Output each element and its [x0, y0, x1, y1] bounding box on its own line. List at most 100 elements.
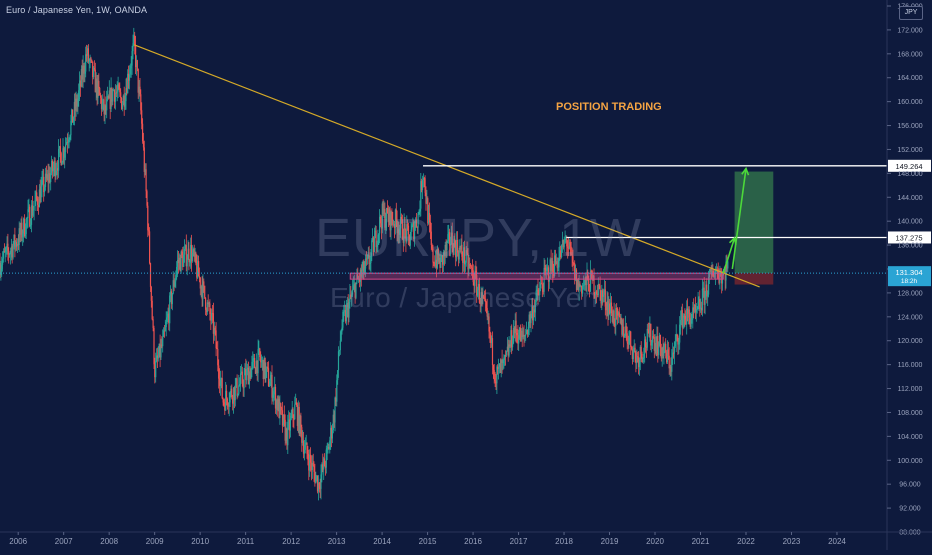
- candle-body: [274, 387, 276, 392]
- candle-body: [496, 366, 498, 384]
- candle-body: [120, 92, 122, 98]
- candle-body: [535, 290, 537, 302]
- candle-body: [515, 320, 517, 333]
- candle-body: [355, 282, 357, 298]
- candle-body: [621, 318, 623, 335]
- candle-body: [463, 247, 465, 263]
- candle-body: [700, 307, 702, 310]
- candle-body: [142, 123, 144, 142]
- candle-body: [273, 391, 275, 395]
- candle-body: [31, 205, 33, 216]
- candle-body: [615, 308, 617, 326]
- candle-body: [648, 330, 650, 337]
- candle-body: [5, 247, 7, 252]
- candle-body: [606, 301, 608, 311]
- candle-body: [481, 292, 483, 298]
- candle-body: [474, 270, 476, 286]
- candle-body: [281, 410, 284, 426]
- candle-body: [534, 301, 536, 313]
- candle-body: [589, 270, 592, 292]
- candle-body: [399, 228, 401, 235]
- candle-body: [257, 349, 259, 374]
- candle-body: [59, 146, 61, 154]
- candle-body: [351, 294, 353, 297]
- candle-body: [644, 339, 646, 354]
- candle-body: [221, 378, 223, 399]
- candle-body: [224, 402, 226, 411]
- candle-body: [319, 488, 321, 490]
- candle-body: [490, 332, 492, 343]
- candle-body: [76, 98, 78, 107]
- candle-body: [255, 360, 257, 374]
- candle-body: [611, 313, 613, 322]
- candle-body: [38, 189, 40, 208]
- currency-badge[interactable]: JPY: [899, 6, 923, 20]
- candle-body: [154, 364, 156, 378]
- candle-body: [351, 289, 354, 295]
- candle-body: [416, 226, 418, 228]
- candle-body: [426, 198, 428, 204]
- candle-body: [456, 240, 458, 258]
- candle-body: [136, 60, 138, 69]
- candle-body: [250, 368, 252, 379]
- candle-body: [160, 344, 162, 358]
- candle-body: [375, 230, 377, 248]
- candle-body: [18, 228, 20, 246]
- candle-body: [698, 299, 700, 302]
- candle-body: [248, 371, 250, 385]
- candle-body: [518, 338, 520, 344]
- candle-body: [140, 94, 142, 111]
- candle-body: [271, 374, 273, 398]
- candle-body: [96, 78, 98, 98]
- candle-body: [455, 244, 457, 258]
- candle-body: [89, 58, 91, 61]
- candle-body: [439, 257, 441, 268]
- candle-body: [385, 222, 387, 228]
- candle-body: [721, 273, 723, 284]
- candle-body: [116, 91, 118, 93]
- candle-body: [634, 347, 636, 353]
- candle-body: [570, 246, 572, 255]
- candle-body: [629, 331, 631, 338]
- candle-body: [306, 442, 308, 454]
- candle-body: [451, 232, 453, 249]
- candle-body: [616, 308, 618, 309]
- candle-body: [540, 283, 542, 289]
- candle-body: [575, 269, 577, 280]
- candle-body: [114, 92, 117, 102]
- candle-body: [276, 399, 278, 411]
- candle-body: [431, 245, 433, 249]
- candle-body: [312, 463, 314, 466]
- candle-body: [34, 200, 36, 206]
- candle-body: [609, 303, 611, 314]
- candle-body: [636, 356, 638, 364]
- candle-body: [86, 54, 88, 56]
- candle-body: [394, 209, 396, 228]
- candle-body: [192, 249, 194, 253]
- candle-body: [386, 208, 388, 223]
- candle-body: [203, 281, 205, 286]
- price-axis-label: 92.000: [899, 506, 921, 513]
- candle-body: [531, 306, 533, 314]
- candle-body: [72, 117, 75, 123]
- candle-body: [580, 285, 582, 287]
- candle-body: [595, 291, 597, 295]
- candle-body: [384, 208, 386, 228]
- candle-body: [577, 279, 579, 291]
- candle-body: [109, 90, 111, 109]
- candle-body: [283, 414, 285, 420]
- candle-body: [695, 309, 697, 313]
- candle-body: [540, 283, 543, 285]
- candle-body: [464, 262, 466, 265]
- time-axis-label: 2008: [100, 537, 118, 546]
- candle-body: [476, 275, 478, 296]
- candle-body: [43, 176, 45, 193]
- candle-body: [239, 384, 241, 386]
- candle-body: [242, 383, 244, 389]
- candle-body: [85, 54, 87, 72]
- candle-body: [253, 358, 255, 359]
- candle-body: [533, 309, 535, 321]
- candle-body: [168, 313, 170, 324]
